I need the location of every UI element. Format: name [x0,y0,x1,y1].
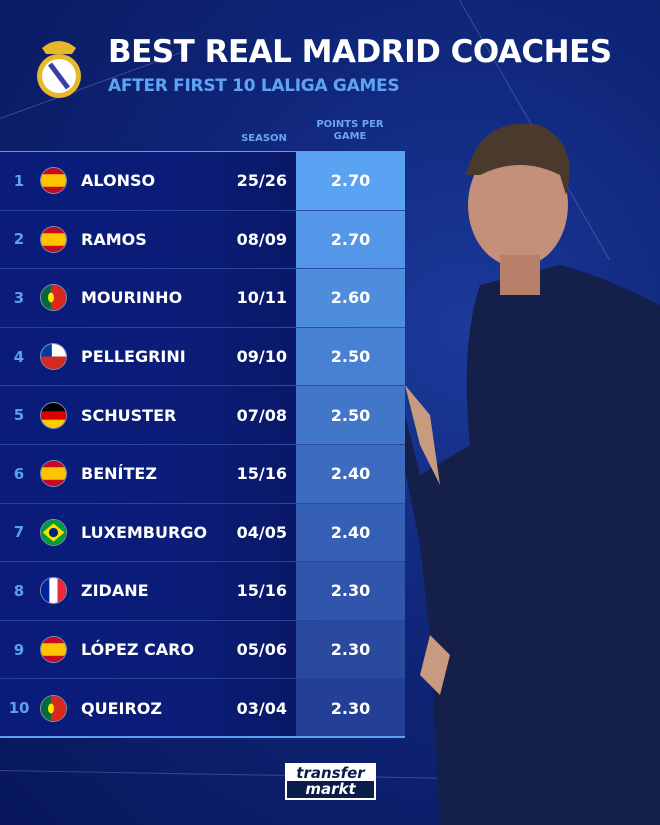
season: 03/04 [236,698,287,718]
spain-flag-icon [40,636,67,664]
table-row: 2 RAMOS 08/09 2.70 [0,210,405,270]
coach-photo [400,123,660,825]
points-per-game: 2.40 [296,503,405,562]
coach-name: BENÍTEZ [81,464,157,484]
table-bottom-border [0,736,405,738]
points-per-game: 2.30 [296,562,405,620]
coach-name: LUXEMBURGO [81,522,208,542]
rank: 6 [13,464,25,483]
season: 15/16 [236,581,287,601]
points-per-game: 2.70 [296,152,405,210]
spain-flag-icon [40,167,67,195]
chile-flag-icon [40,343,67,371]
coach-name: LÓPEZ CARO [81,640,195,660]
coach-name: QUEIROZ [81,698,162,718]
table-row: 3 MOURINHO 10/11 2.60 [0,269,405,328]
season: 09/10 [236,347,287,367]
points-per-game: 2.60 [296,269,405,327]
coach-name: MOURINHO [81,288,183,308]
points-per-game: 2.30 [296,620,405,679]
portugal-flag-icon [40,694,67,722]
rank: 3 [13,288,25,307]
spain-flag-icon [40,225,67,253]
coach-name: ZIDANE [81,581,149,601]
rank: 8 [13,581,25,600]
points-header-line1: POINTS PER [316,119,384,130]
season-column-header: SEASON [241,133,287,144]
transfermarkt-logo: transfer markt [285,763,376,800]
season: 10/11 [236,288,287,308]
points-header-line2: GAME [333,131,367,142]
coach-name: PELLEGRINI [81,347,186,367]
spain-flag-icon [40,460,67,488]
rank: 5 [13,406,25,425]
brazil-flag-icon [40,518,67,546]
points-per-game: 2.30 [296,679,405,737]
table-row: 9 LÓPEZ CARO 05/06 2.30 [0,620,405,680]
table-row: 8 ZIDANE 15/16 2.30 [0,562,405,621]
page-title: BEST REAL MADRID COACHES [108,34,612,70]
coach-name: RAMOS [81,229,147,249]
points-column-header: POINTS PER GAME [305,119,395,143]
season: 07/08 [236,405,287,425]
table-row: 6 BENÍTEZ 15/16 2.40 [0,444,405,504]
portugal-flag-icon [40,284,67,312]
coaches-table: 1 ALONSO 25/26 2.70 2 RAMOS 08/09 2.70 3… [0,152,405,738]
coach-name: ALONSO [81,171,156,191]
logo-line1: transfer [287,765,374,781]
rank: 1 [13,171,25,190]
rank: 7 [13,523,25,542]
points-per-game: 2.40 [296,444,405,503]
coach-name: SCHUSTER [81,405,177,425]
france-flag-icon [40,577,67,605]
germany-flag-icon [40,401,67,429]
table-row: 1 ALONSO 25/26 2.70 [0,152,405,211]
season: 04/05 [236,522,287,542]
real-madrid-crest-logo [37,41,81,98]
points-per-game: 2.50 [296,386,405,444]
season: 15/16 [236,464,287,484]
rank: 4 [13,347,25,366]
logo-line2: markt [305,780,356,798]
page-subtitle: AFTER FIRST 10 LALIGA GAMES [108,76,400,96]
rank: 2 [13,230,25,249]
table-row: 7 LUXEMBURGO 04/05 2.40 [0,503,405,563]
points-per-game: 2.70 [296,210,405,269]
table-row: 4 PELLEGRINI 09/10 2.50 [0,327,405,387]
season: 08/09 [236,229,287,249]
table-row: 10 QUEIROZ 03/04 2.30 [0,679,405,738]
rank: 10 [8,699,30,718]
season: 05/06 [236,640,287,660]
table-row: 5 SCHUSTER 07/08 2.50 [0,386,405,445]
season: 25/26 [236,171,287,191]
points-per-game: 2.50 [296,327,405,386]
rank: 9 [13,640,25,659]
